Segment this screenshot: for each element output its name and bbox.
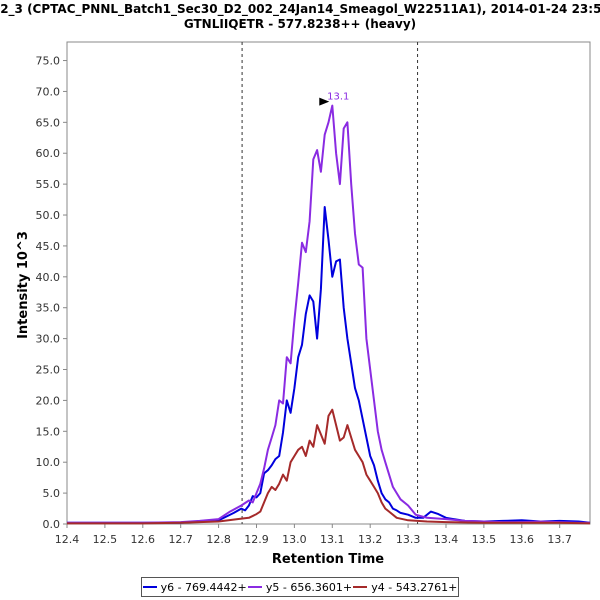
y-tick-label: 40.0: [36, 271, 61, 284]
legend-entry-y5: y5 - 656.3601+: [247, 580, 353, 594]
x-tick-label: 13.2: [358, 533, 383, 546]
x-tick-label: 12.9: [244, 533, 269, 546]
y-tick-label: 45.0: [36, 240, 61, 253]
x-tick-label: 12.7: [168, 533, 193, 546]
x-tick-label: 13.4: [434, 533, 459, 546]
peak-marker-arrow: [319, 97, 330, 106]
legend-entry-y6: y6 - 769.4442+: [142, 580, 247, 594]
x-tick-label: 13.5: [472, 533, 497, 546]
y-tick-label: 25.0: [36, 364, 61, 377]
series-line-y5: [67, 104, 590, 524]
y-tick-label: 65.0: [36, 116, 61, 129]
y-tick-label: 75.0: [36, 55, 61, 68]
y-tick-label: 50.0: [36, 209, 61, 222]
y-axis-label: Intensity 10^3: [16, 231, 31, 339]
series-line-y6: [67, 206, 591, 524]
legend-entry-y4: y4 - 543.2761+: [353, 581, 457, 594]
legend-swatch-y6: [142, 586, 157, 588]
x-tick-label: 12.6: [131, 533, 156, 546]
x-tick-label: 12.8: [206, 533, 231, 546]
y-tick-label: 60.0: [36, 147, 61, 160]
legend-swatch-y4: [353, 586, 368, 588]
y-tick-label: 10.0: [36, 456, 61, 469]
y-tick-label: 20.0: [36, 394, 61, 407]
y-tick-label: 30.0: [36, 333, 61, 346]
x-tick-label: 12.5: [93, 533, 118, 546]
y-tick-label: 15.0: [36, 425, 61, 438]
x-tick-label: 13.6: [510, 533, 535, 546]
legend-label-y4: y4 - 543.2761+: [371, 580, 458, 594]
y-tick-label: 70.0: [36, 85, 61, 98]
x-tick-label: 13.1: [320, 533, 345, 546]
x-tick-label: 13.0: [282, 533, 307, 546]
plot-area: 0.0 5.0 10.0 15.0 20.0 25.0 30.0 35.0 40.0 45.0 50…: [36, 41, 591, 546]
y-tick-label: 55.0: [36, 178, 61, 191]
x-axis-label: Retention Time: [272, 552, 384, 567]
y-tick-label: 5.0: [43, 487, 61, 500]
legend-label-y5: y5 - 656.3601+: [265, 580, 353, 594]
chart-subtitle: GTNLIIQETR - 577.8238++ (heavy): [184, 17, 416, 31]
x-tick-label: 12.4: [55, 533, 80, 546]
peak-label: 13.1: [327, 92, 349, 103]
chart-title: D2_3 (CPTAC_PNNL_Batch1_Sec30_D2_002_24J…: [0, 2, 600, 17]
y-tick-label: 0.0: [43, 518, 61, 531]
series-line-y4: [67, 408, 591, 525]
x-tick-label: 13.3: [396, 533, 421, 546]
y-tick-label: 35.0: [36, 302, 61, 315]
x-tick-label: 13.7: [547, 533, 572, 546]
chart-legend: y6 - 769.4442+ y5 - 656.3601+ y4 - 543.2…: [141, 577, 459, 597]
legend-swatch-y5: [247, 586, 262, 588]
plot-frame: [66, 41, 591, 525]
legend-label-y6: y6 - 769.4442+: [160, 580, 247, 594]
